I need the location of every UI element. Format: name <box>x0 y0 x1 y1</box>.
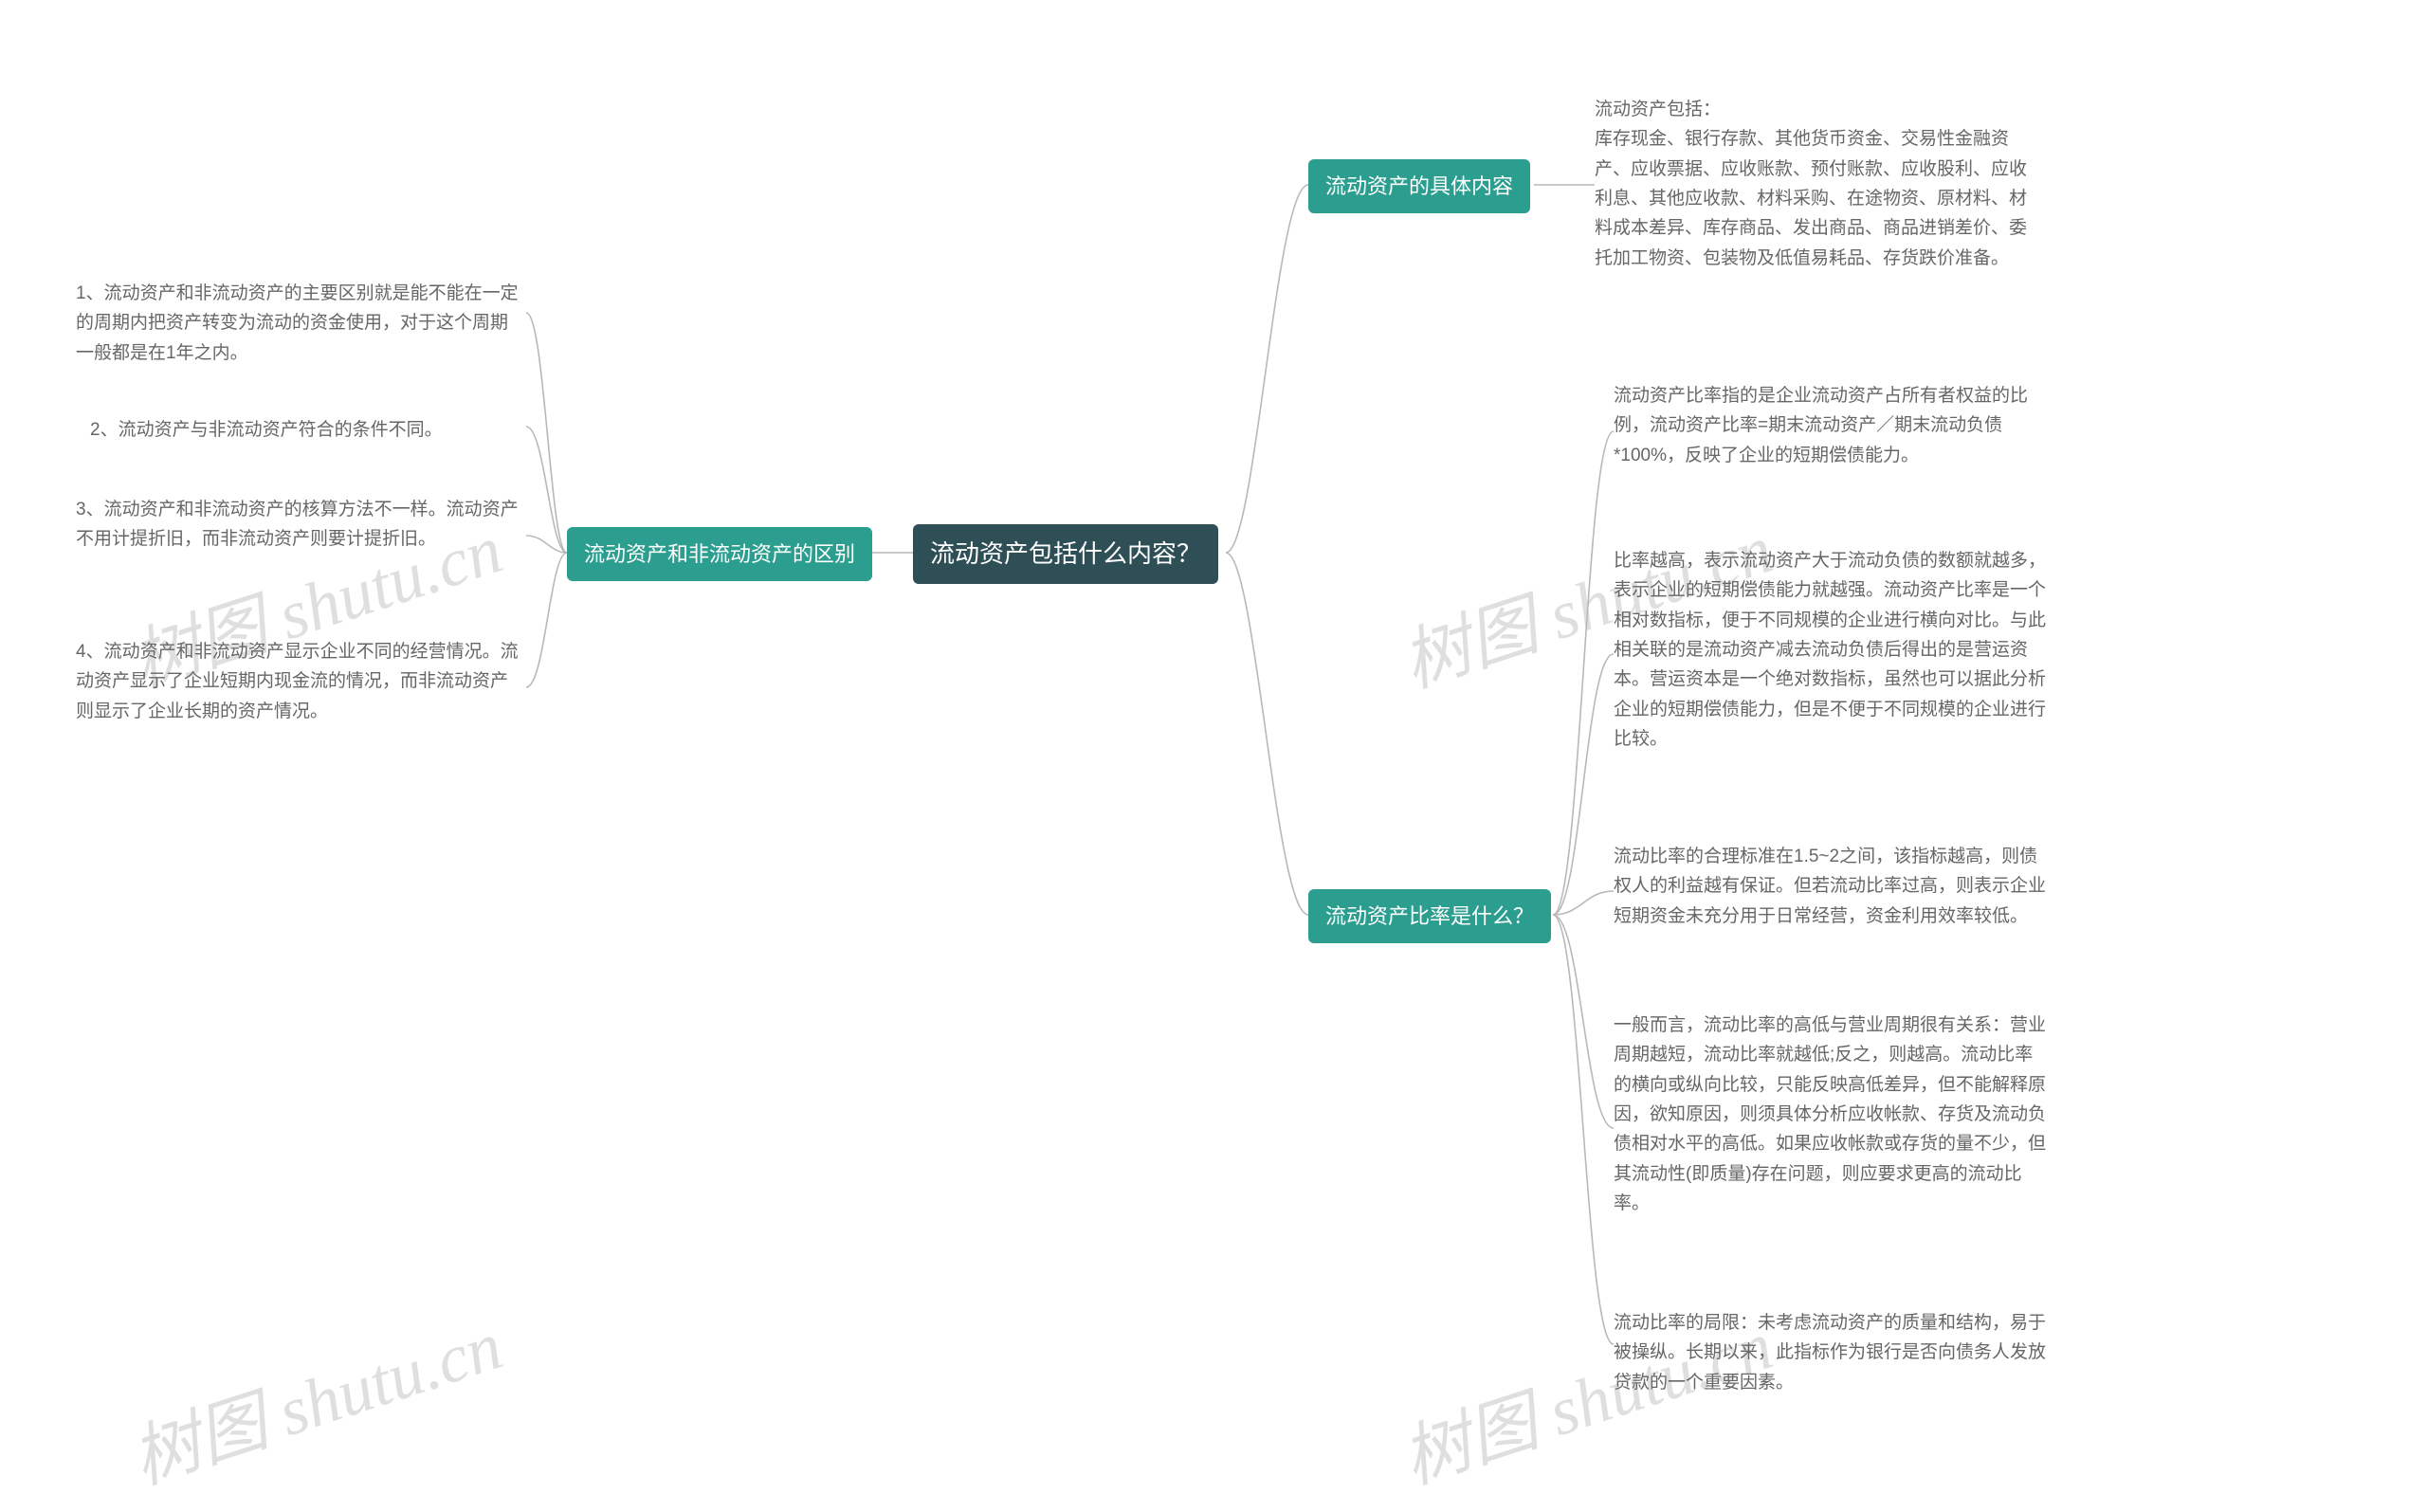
branch-left[interactable]: 流动资产和非流动资产的区别 <box>567 527 872 581</box>
leaf-r3: 比率越高，表示流动资产大于流动负债的数额就越多，表示企业的短期偿债能力就越强。流… <box>1614 546 2050 754</box>
leaf-r4: 流动比率的合理标准在1.5~2之间，该指标越高，则债权人的利益越有保证。但若流动… <box>1614 842 2050 931</box>
leaf-l1: 1、流动资产和非流动资产的主要区别就是能不能在一定的周期内把资产转变为流动的资金… <box>76 279 521 368</box>
leaf-r2: 流动资产比率指的是企业流动资产占所有者权益的比例，流动资产比率=期末流动资产／期… <box>1614 381 2050 470</box>
connector-layer <box>0 0 2427 1512</box>
leaf-l2: 2、流动资产与非流动资产符合的条件不同。 <box>90 415 526 445</box>
mindmap-stage: 树图 shutu.cn 树图 shutu.cn 树图 shutu.cn 树图 s… <box>0 0 2427 1512</box>
branch-right-bottom[interactable]: 流动资产比率是什么？ <box>1308 889 1551 943</box>
watermark: 树图 shutu.cn <box>118 1289 513 1503</box>
leaf-r1: 流动资产包括： 库存现金、银行存款、其他货币资金、交易性金融资产、应收票据、应收… <box>1595 95 2040 273</box>
root-node[interactable]: 流动资产包括什么内容？ <box>913 524 1218 584</box>
leaf-r6: 流动比率的局限：未考虑流动资产的质量和结构，易于被操纵。长期以来，此指标作为银行… <box>1614 1308 2050 1397</box>
leaf-l4: 4、流动资产和非流动资产显示企业不同的经营情况。流动资产显示了企业短期内现金流的… <box>76 637 521 726</box>
leaf-l3: 3、流动资产和非流动资产的核算方法不一样。流动资产不用计提折旧，而非流动资产则要… <box>76 495 521 555</box>
leaf-r5: 一般而言，流动比率的高低与营业周期很有关系：营业周期越短，流动比率就越低;反之，… <box>1614 1011 2050 1218</box>
branch-right-top[interactable]: 流动资产的具体内容 <box>1308 159 1530 213</box>
